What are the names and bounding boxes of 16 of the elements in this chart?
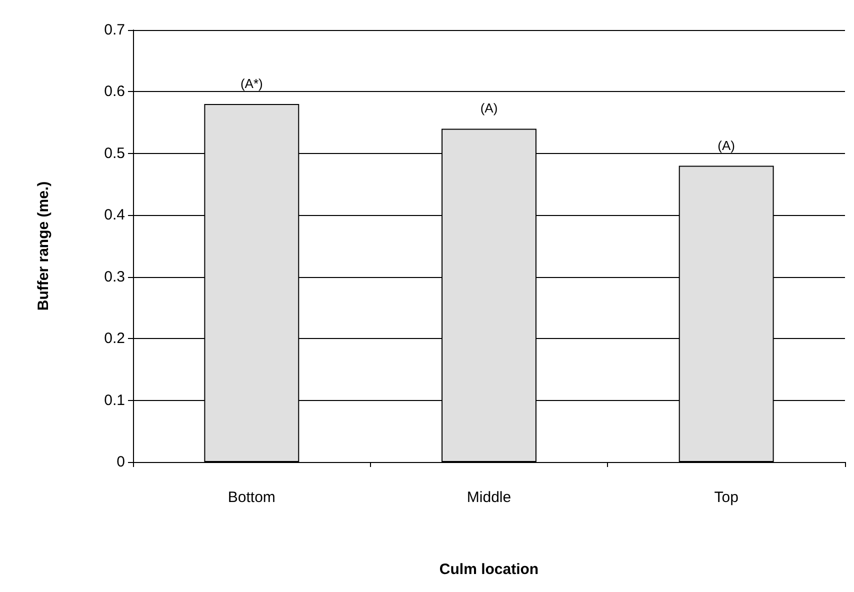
y-tick-label: 0 bbox=[116, 454, 125, 470]
y-tick-label: 0.5 bbox=[104, 144, 125, 162]
y-tick-label: 0.2 bbox=[104, 330, 125, 348]
y-tick-label: 0.7 bbox=[104, 22, 125, 38]
y-tick-label: 0.3 bbox=[104, 268, 125, 286]
x-tick-label: Bottom bbox=[228, 489, 276, 506]
y-tick-label: 0.1 bbox=[104, 392, 125, 409]
y-axis-title: Buffer range (me.) bbox=[35, 181, 52, 311]
x-tick-label: Middle bbox=[466, 489, 512, 506]
annotation: (A) bbox=[718, 138, 736, 153]
x-axis-title: Culm location bbox=[439, 561, 539, 578]
annotation: (A*) bbox=[240, 76, 263, 92]
x-tick-label: Top bbox=[714, 489, 738, 506]
y-tick-label: 0.6 bbox=[104, 83, 125, 100]
y-tick-label: 0.4 bbox=[104, 206, 125, 224]
annotation: (A) bbox=[480, 100, 498, 116]
